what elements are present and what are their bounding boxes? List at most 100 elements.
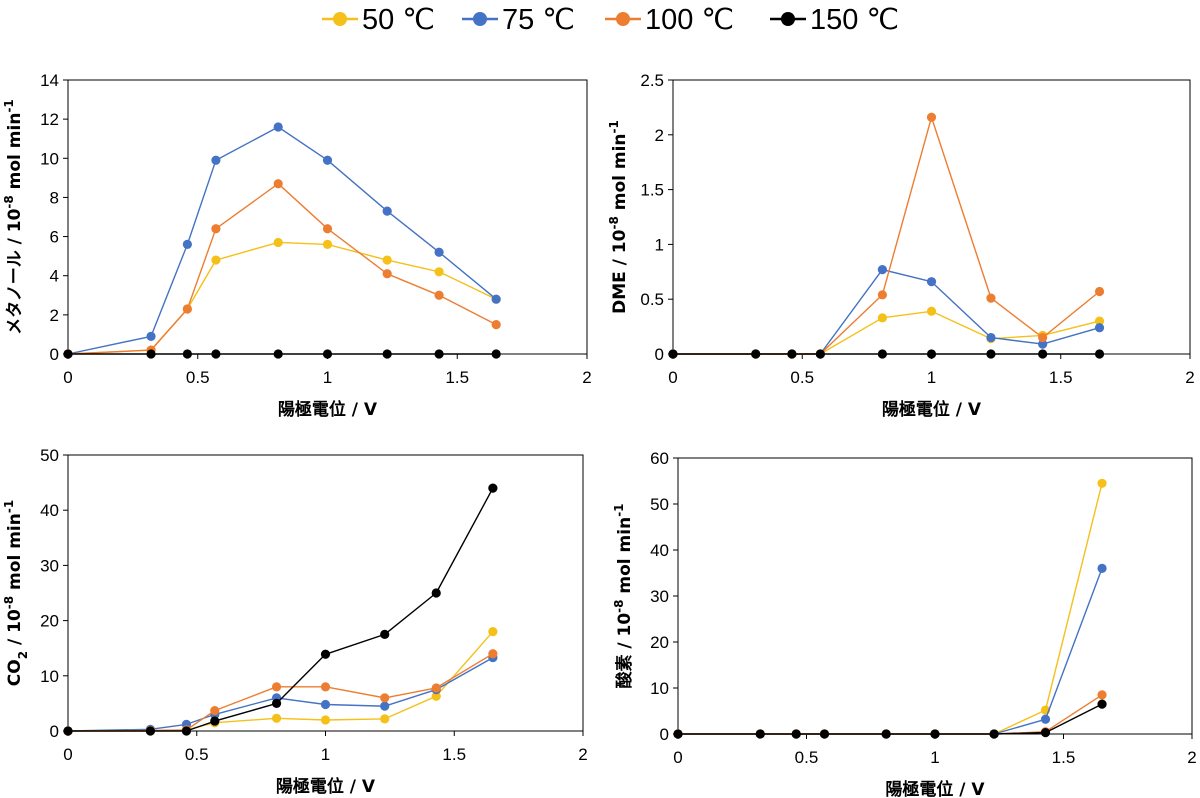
data-point [380, 701, 390, 711]
data-point [751, 349, 761, 359]
data-point [877, 265, 887, 275]
data-point [877, 313, 887, 323]
data-point [431, 588, 441, 598]
data-point [1038, 332, 1048, 343]
data-point [877, 290, 887, 300]
legend-marker [473, 12, 487, 26]
data-point [273, 349, 283, 359]
data-point [488, 483, 498, 493]
y-axis-title: メタノール / 10-8 mol min-1 [2, 99, 25, 335]
data-point [434, 267, 444, 277]
data-point [926, 277, 937, 287]
y-tick-label: 20 [40, 612, 59, 631]
y-tick-label: 50 [650, 495, 669, 514]
y-tick-label: 2.5 [640, 71, 664, 90]
y-tick-label: 0 [50, 345, 59, 364]
y-tick-label: 0.5 [640, 290, 664, 309]
y-tick-label: 30 [40, 556, 59, 575]
series-3 [668, 349, 1105, 359]
data-point [273, 179, 283, 189]
series-line [678, 568, 1103, 735]
data-point [787, 349, 797, 359]
x-axis-title: 陽極電位 / V [885, 779, 985, 798]
data-point [431, 691, 441, 701]
y-tick-label: 1 [655, 235, 664, 254]
data-point [322, 224, 333, 234]
legend-marker [781, 12, 795, 26]
y-tick-label: 40 [40, 501, 59, 520]
data-point [986, 332, 996, 343]
x-tick-label: 2 [582, 368, 591, 387]
y-tick-label: 50 [40, 446, 59, 465]
series-0 [63, 627, 498, 736]
data-point [322, 155, 333, 165]
data-point [926, 306, 937, 316]
series-line [68, 487, 494, 732]
data-point [1040, 714, 1051, 724]
x-tick-label: 1.5 [1049, 368, 1073, 387]
data-point [322, 349, 333, 359]
data-point [1038, 339, 1048, 349]
series-line [678, 694, 1103, 735]
y-tick-label: 0 [660, 725, 669, 744]
data-point [791, 729, 801, 739]
legend: 50 ℃ 75 ℃ 100 ℃ 150 ℃ [322, 4, 899, 36]
data-point [380, 714, 390, 724]
data-point [926, 112, 937, 122]
data-point [211, 349, 221, 359]
data-point [491, 320, 501, 330]
data-point [320, 699, 331, 710]
data-point [1094, 286, 1105, 297]
x-tick-label: 2 [1187, 748, 1196, 767]
y-tick-label: 14 [40, 71, 59, 90]
plot-area [67, 79, 588, 355]
data-point [271, 682, 282, 692]
y-axis-title: DME / 10-8 mol min-1 [607, 120, 630, 314]
data-point [1097, 690, 1107, 700]
data-point [382, 206, 392, 216]
data-point [271, 698, 282, 709]
series-line [67, 182, 497, 355]
data-point [1097, 478, 1107, 488]
data-point [211, 224, 221, 234]
legend-item-1: 75 ℃ [462, 4, 575, 36]
data-point [320, 682, 331, 692]
x-tick-label: 0.5 [790, 368, 814, 387]
series-line [678, 483, 1103, 735]
y-tick-label: 40 [650, 541, 669, 560]
series-0 [673, 478, 1107, 739]
data-point [382, 269, 392, 279]
x-tick-label: 1 [321, 745, 330, 764]
y-tick-label: 30 [650, 587, 669, 606]
data-point [491, 349, 501, 359]
data-point [819, 729, 830, 739]
data-point [930, 729, 940, 739]
legend-item-2: 100 ℃ [605, 4, 734, 36]
x-tick-label: 1 [323, 368, 332, 387]
data-point [182, 304, 192, 314]
x-tick-label: 2 [578, 745, 587, 764]
x-axis-title: 陽極電位 / V [276, 776, 376, 797]
data-point [986, 349, 996, 359]
data-point [273, 237, 283, 248]
data-point [877, 349, 887, 359]
legend-marker [333, 12, 347, 26]
y-tick-label: 60 [650, 449, 669, 468]
data-point [673, 729, 683, 739]
x-axis-title: 陽極電位 / V [278, 399, 378, 420]
series-3 [63, 483, 498, 736]
data-point [210, 716, 220, 726]
data-point [181, 726, 192, 736]
data-point [320, 715, 331, 725]
series-2 [668, 112, 1105, 359]
x-tick-label: 1.5 [445, 368, 469, 387]
data-point [881, 729, 891, 739]
data-point [382, 255, 392, 265]
series-2 [63, 179, 501, 359]
data-point [182, 349, 192, 359]
legend-item-3: 150 ℃ [770, 4, 899, 36]
data-point [434, 247, 444, 257]
data-point [431, 683, 441, 693]
